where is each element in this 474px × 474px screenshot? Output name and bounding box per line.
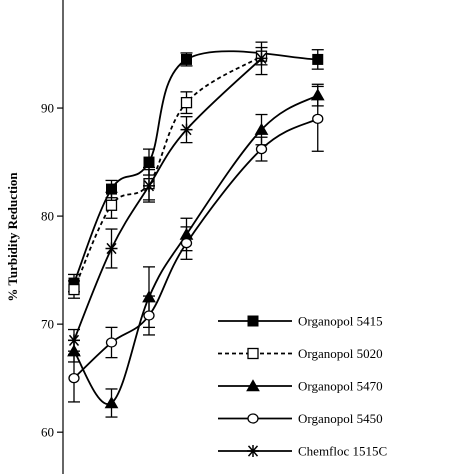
legend: Organopol 5415 Organopol 5020 Organopol 54… xyxy=(218,314,387,459)
data-point xyxy=(255,143,268,155)
series-line xyxy=(73,50,318,284)
data-point xyxy=(180,123,193,136)
legend-label: Organopol 5450 xyxy=(298,411,383,426)
legend-label: Chemfloc 1515C xyxy=(298,444,387,459)
legend-item: Chemfloc 1515C xyxy=(218,444,387,459)
legend-marker xyxy=(247,413,259,424)
data-point xyxy=(180,96,193,109)
data-point xyxy=(105,242,118,255)
data-point xyxy=(68,334,80,347)
legend-label: Organopol 5470 xyxy=(298,379,383,394)
data-point xyxy=(181,53,192,65)
series-organopol-5470 xyxy=(67,83,325,418)
y-tick-label: 60 xyxy=(41,425,54,440)
legend-label: Organopol 5415 xyxy=(298,314,383,329)
data-point xyxy=(312,53,324,65)
legend-marker xyxy=(247,347,259,360)
series-chemfloc-1515c xyxy=(68,41,268,352)
y-axis-title: % Turbidity Reduction xyxy=(5,172,20,302)
legend-marker xyxy=(247,445,259,457)
series-line xyxy=(73,55,262,290)
y-tick-label: 80 xyxy=(41,209,54,224)
series-layer xyxy=(67,41,325,418)
axes-layer: 60 70 80 90 xyxy=(41,0,64,474)
data-point xyxy=(104,396,119,409)
legend-label: Organopol 5020 xyxy=(298,346,383,361)
legend-marker xyxy=(247,315,259,327)
data-point xyxy=(254,122,269,135)
legend-item: Organopol 5415 xyxy=(218,314,383,329)
data-point xyxy=(68,373,80,384)
data-point xyxy=(180,237,193,249)
data-point xyxy=(143,179,155,192)
data-point xyxy=(143,156,155,168)
series-organopol-5450 xyxy=(68,85,324,403)
data-point xyxy=(143,310,155,321)
legend-item: Organopol 5450 xyxy=(218,411,383,426)
y-tick-label: 90 xyxy=(41,101,54,116)
legend-item: Organopol 5020 xyxy=(218,346,383,361)
data-point xyxy=(105,337,118,348)
y-tick-label: 70 xyxy=(41,317,54,332)
series-line xyxy=(73,57,263,341)
legend-item: Organopol 5470 xyxy=(218,379,383,394)
data-point xyxy=(105,199,118,211)
series-organopol-5415 xyxy=(68,49,324,293)
data-point xyxy=(68,283,80,296)
data-point xyxy=(255,52,268,65)
legend-marker xyxy=(246,379,260,392)
data-point xyxy=(312,113,324,125)
